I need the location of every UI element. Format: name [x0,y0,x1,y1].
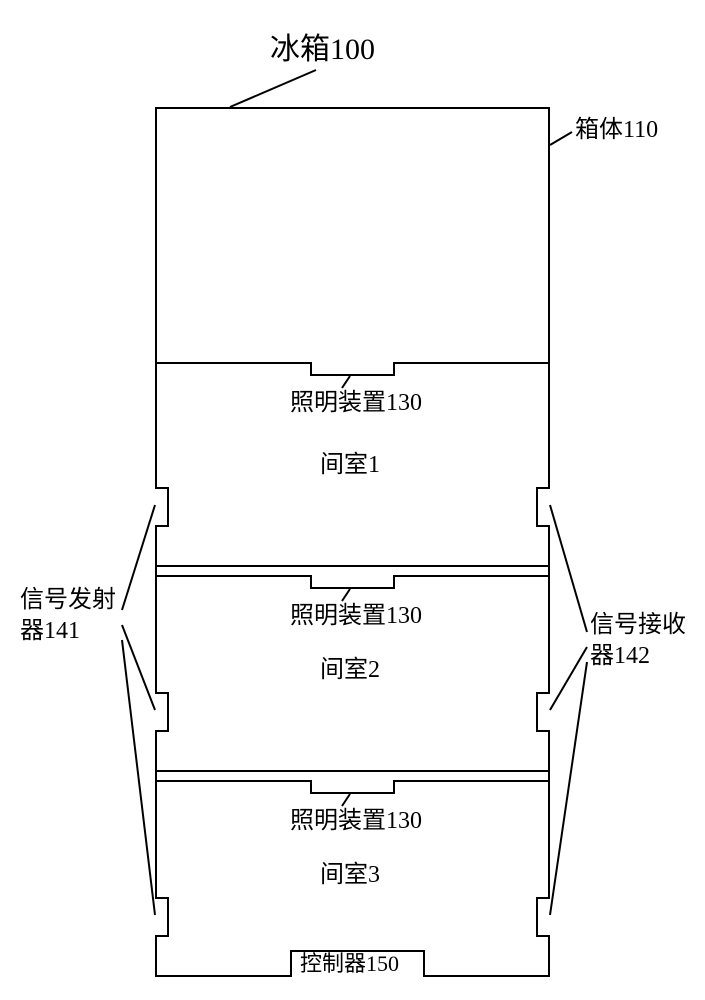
compartment-label-3: 间室3 [320,860,380,891]
title-label: 冰箱100 [270,30,375,69]
receiver-slot-2 [536,692,550,732]
lighting-label-1: 照明装置130 [290,388,422,419]
cabinet-outline [155,107,550,977]
compartment-label-1: 间室1 [320,450,380,481]
receiver-slot-3 [536,897,550,937]
lighting-slot-2 [310,575,395,589]
divider-3a [157,770,548,772]
body-label: 箱体110 [575,115,658,146]
receiver-label: 信号接收器142 [590,610,700,672]
receiver-slot-1 [536,487,550,527]
lighting-slot-1 [310,362,395,376]
divider-2a [157,565,548,567]
lighting-slot-3 [310,780,395,794]
compartment-label-2: 间室2 [320,655,380,686]
transmitter-slot-2 [155,692,169,732]
transmitter-label: 信号发射器141 [20,585,140,647]
controller-label: 控制器150 [300,950,399,979]
transmitter-slot-3 [155,897,169,937]
lighting-label-3: 照明装置130 [290,806,422,837]
transmitter-slot-1 [155,487,169,527]
lighting-label-2: 照明装置130 [290,601,422,632]
